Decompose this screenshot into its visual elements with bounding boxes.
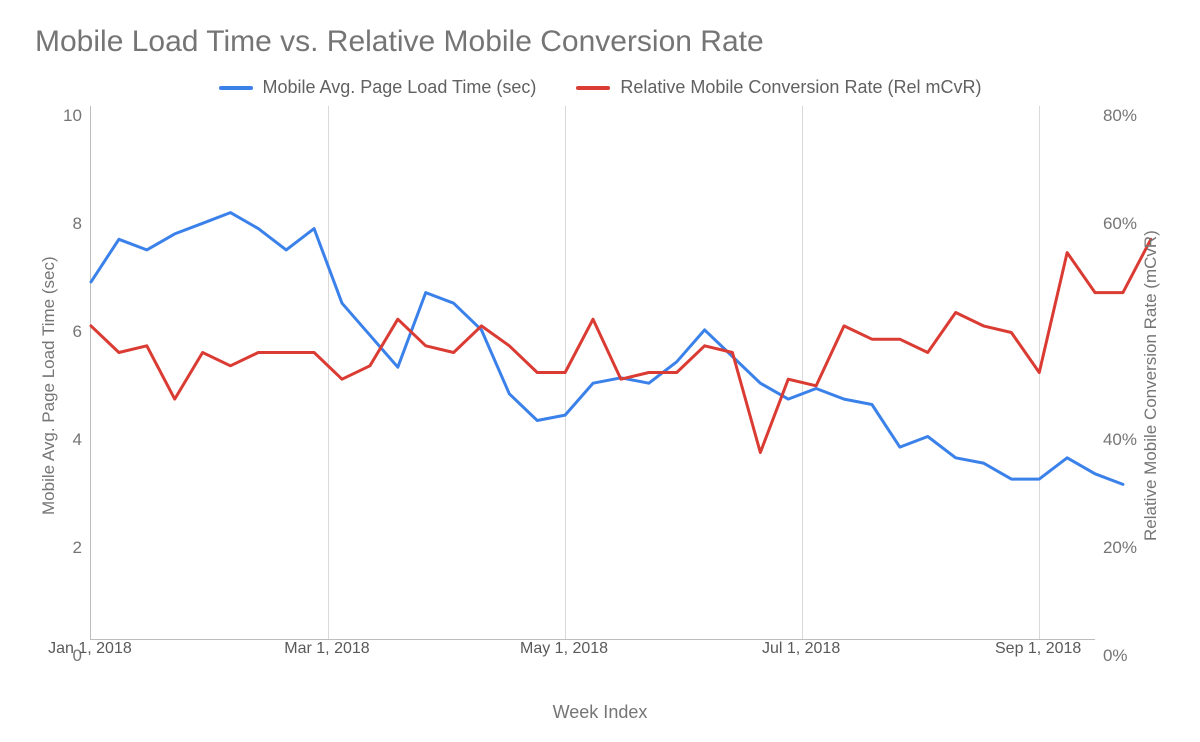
x-tick-label: Jul 1, 2018 (762, 640, 840, 658)
chart-title: Mobile Load Time vs. Relative Mobile Con… (35, 25, 1165, 59)
legend-item-load-time: Mobile Avg. Page Load Time (sec) (219, 77, 537, 98)
legend-swatch (576, 86, 610, 90)
x-tick-label: Sep 1, 2018 (995, 640, 1081, 658)
x-tick-label: May 1, 2018 (520, 640, 608, 658)
y-left-tick-label: 2 (72, 538, 81, 558)
y-right-tick-label: 60% (1103, 214, 1137, 234)
y-left-tick-label: 8 (72, 214, 81, 234)
legend: Mobile Avg. Page Load Time (sec) Relativ… (35, 77, 1165, 98)
y-right-tick-label: 80% (1103, 106, 1137, 126)
x-axis-title: Week Index (35, 702, 1165, 723)
legend-label: Mobile Avg. Page Load Time (sec) (263, 77, 537, 98)
y-axis-right-ticks: 80%60%·40%20%0% (1095, 106, 1137, 666)
chart-container: Mobile Load Time vs. Relative Mobile Con… (0, 0, 1200, 742)
y-axis-left-ticks: 1086420 (63, 106, 90, 666)
y-right-tick-label: 40% (1103, 430, 1137, 450)
plot-row: Mobile Avg. Page Load Time (sec) 1086420… (35, 106, 1165, 666)
y-axis-right-title: Relative Mobile Conversion Rate (mCvR) (1137, 106, 1165, 666)
legend-label: Relative Mobile Conversion Rate (Rel mCv… (620, 77, 981, 98)
y-left-tick-label: 6 (72, 322, 81, 342)
y-left-tick-label: 10 (63, 106, 82, 126)
line-series-mcvr (91, 239, 1151, 452)
x-tick-label: Jan 1, 2018 (48, 640, 132, 658)
legend-item-mcvr: Relative Mobile Conversion Rate (Rel mCv… (576, 77, 981, 98)
plot-area (90, 106, 1095, 640)
x-tick-label: Mar 1, 2018 (284, 640, 369, 658)
y-left-tick-label: 4 (72, 430, 81, 450)
y-axis-left-title: Mobile Avg. Page Load Time (sec) (35, 106, 63, 666)
x-axis-ticks: Jan 1, 2018Mar 1, 2018May 1, 2018Jul 1, … (90, 640, 1095, 666)
y-right-tick-label: 0% (1103, 646, 1128, 666)
y-right-tick-label: 20% (1103, 538, 1137, 558)
legend-swatch (219, 86, 253, 90)
